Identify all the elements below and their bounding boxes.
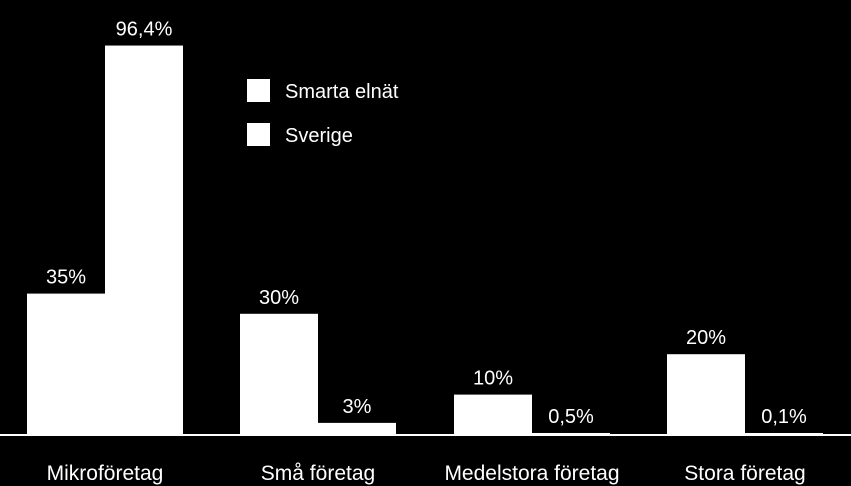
value-label-1-series-0: 30% bbox=[259, 287, 299, 309]
value-label-0-series-0: 35% bbox=[46, 267, 86, 289]
bar-1-series-0 bbox=[240, 313, 318, 435]
value-label-3-series-1: 0,1% bbox=[761, 406, 807, 428]
legend-label-0: Smarta elnät bbox=[285, 81, 399, 103]
legend-label-1: Sverige bbox=[285, 125, 353, 147]
bar-3-series-0 bbox=[667, 354, 745, 435]
value-labels-group: 35% 96,4% 30% 3% 10% 0,5% 20% 0,1% bbox=[46, 19, 807, 428]
category-label-2: Medelstora företag bbox=[444, 462, 619, 485]
bar-1-series-1 bbox=[318, 422, 396, 435]
value-label-0-series-1: 96,4% bbox=[116, 19, 173, 41]
value-label-3-series-0: 20% bbox=[686, 327, 726, 349]
category-labels-group: Mikroföretag Små företag Medelstora företa… bbox=[47, 462, 806, 485]
category-label-0: Mikroföretag bbox=[47, 462, 164, 485]
bar-2-series-1 bbox=[532, 432, 610, 435]
bars-group bbox=[27, 45, 823, 435]
value-label-1-series-1: 3% bbox=[343, 396, 372, 418]
category-label-1: Små företag bbox=[261, 462, 375, 485]
bar-0-series-0 bbox=[27, 293, 105, 435]
value-label-2-series-1: 0,5% bbox=[548, 406, 594, 428]
legend: Smarta elnät Sverige bbox=[247, 79, 399, 147]
bar-2-series-0 bbox=[454, 394, 532, 435]
legend-swatch-0 bbox=[247, 79, 270, 102]
value-label-2-series-0: 10% bbox=[473, 368, 513, 390]
category-label-3: Stora företag bbox=[684, 462, 805, 485]
legend-swatch-1 bbox=[247, 123, 270, 146]
bar-0-series-1 bbox=[105, 45, 183, 435]
